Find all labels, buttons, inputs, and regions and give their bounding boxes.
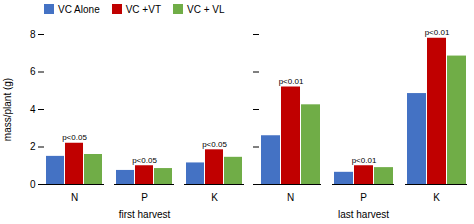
html-text:VC +VT: VC +VT bbox=[125, 3, 161, 15]
svg-text:K: K bbox=[433, 192, 440, 203]
svg-text:N: N bbox=[287, 192, 294, 203]
html-text:VC Alone: VC Alone bbox=[58, 3, 100, 15]
svg-text:mass/plant (g): mass/plant (g) bbox=[2, 78, 13, 141]
svg-text:4: 4 bbox=[30, 104, 36, 115]
svg-text:P: P bbox=[360, 192, 367, 203]
svg-text:6: 6 bbox=[30, 66, 36, 77]
svg-text:p<0.05: p<0.05 bbox=[202, 140, 227, 149]
svg-text:N: N bbox=[71, 192, 78, 203]
svg-text:first harvest: first harvest bbox=[119, 209, 171, 220]
svg-text:2: 2 bbox=[30, 141, 36, 152]
svg-text:K: K bbox=[211, 192, 218, 203]
html-text:VC + VL: VC + VL bbox=[187, 3, 225, 15]
svg-text:p<0.05: p<0.05 bbox=[62, 133, 87, 142]
svg-text:p<0.05: p<0.05 bbox=[132, 156, 157, 165]
svg-text:p<0.01: p<0.01 bbox=[352, 156, 377, 165]
svg-text:P: P bbox=[141, 192, 148, 203]
svg-text:8: 8 bbox=[30, 29, 36, 40]
svg-text:p<0.01: p<0.01 bbox=[279, 77, 304, 86]
svg-text:p<0.01: p<0.01 bbox=[425, 28, 450, 37]
svg-text:last harvest: last harvest bbox=[338, 209, 389, 220]
svg-text:0: 0 bbox=[30, 179, 36, 190]
